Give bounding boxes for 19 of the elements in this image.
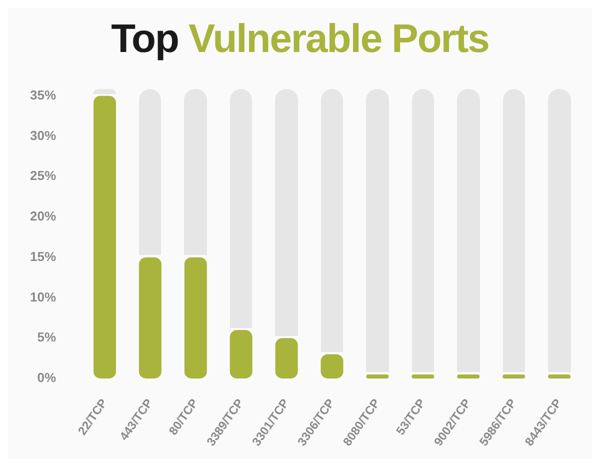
bar xyxy=(548,374,571,378)
bar xyxy=(366,374,389,378)
y-tick-label: 25% xyxy=(30,168,56,184)
bar xyxy=(412,374,434,378)
bar xyxy=(457,374,480,378)
y-tick-label: 35% xyxy=(30,87,56,102)
y-tick-label: 30% xyxy=(30,128,56,143)
bar xyxy=(502,374,526,378)
y-tick-label: 10% xyxy=(30,289,56,304)
bar xyxy=(184,257,207,378)
bar xyxy=(93,96,116,378)
y-tick-label: 15% xyxy=(30,248,56,264)
y-tick-label: 5% xyxy=(37,330,56,345)
bar xyxy=(138,257,162,378)
chart-title: Top Vulnerable Ports xyxy=(111,17,489,61)
bar xyxy=(275,338,298,378)
y-tick-label: 20% xyxy=(30,208,56,224)
bar xyxy=(230,330,252,378)
y-tick-label: 0% xyxy=(37,370,56,386)
